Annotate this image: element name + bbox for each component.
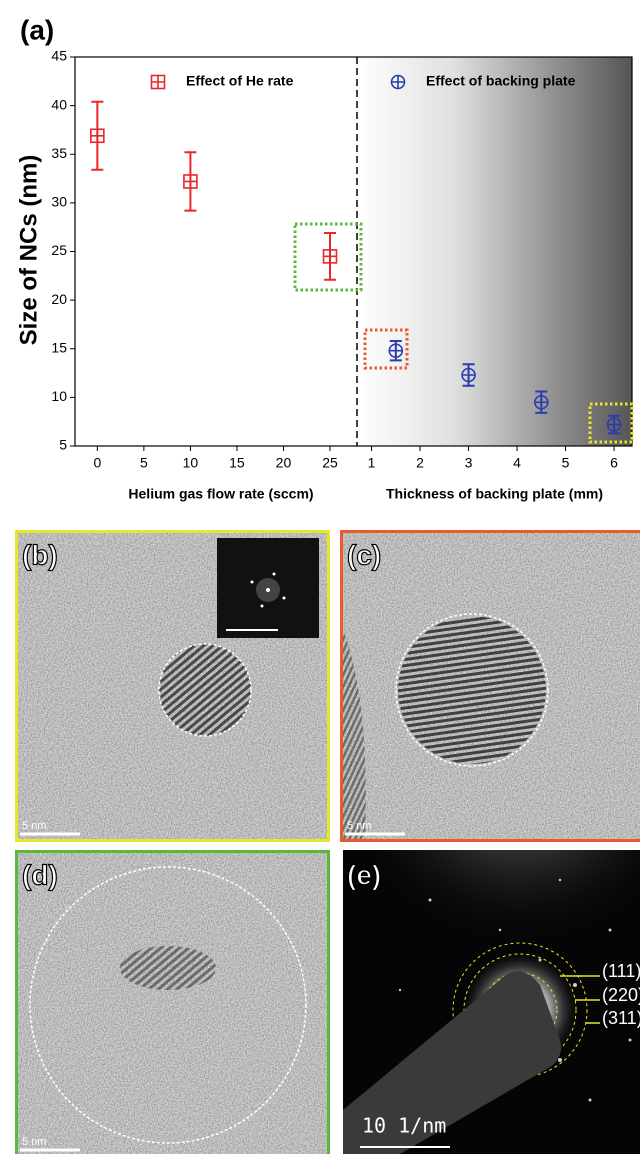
x-tick-label: 2 — [416, 455, 424, 471]
x-tick-label: 4 — [513, 455, 521, 471]
marker — [392, 76, 405, 89]
x-axis-label: Helium gas flow rate (sccm) — [128, 486, 313, 502]
x-axis-label: Thickness of backing plate (mm) — [386, 486, 603, 502]
marker — [184, 175, 197, 188]
y-tick-label: 45 — [51, 48, 67, 64]
panel-label: (e) — [347, 859, 381, 890]
scale-bar-label: 10 1/nm — [362, 1114, 446, 1138]
x-tick-label: 0 — [93, 455, 101, 471]
x-tick-label: 3 — [465, 455, 473, 471]
x-tick-label: 25 — [322, 455, 338, 471]
y-tick-label: 15 — [51, 339, 67, 355]
panel-label: (c) — [347, 539, 381, 570]
marker — [152, 76, 165, 89]
panel-label: (d) — [22, 859, 58, 890]
marker — [535, 396, 548, 409]
marker — [462, 369, 475, 382]
panel-c — [343, 533, 640, 840]
x-tick-label: 1 — [368, 455, 376, 471]
figure: 510152025303540450510152025Helium gas fl… — [0, 0, 640, 1154]
legend-label: Effect of backing plate — [426, 73, 576, 89]
marker — [91, 129, 104, 142]
marker — [608, 418, 621, 431]
y-tick-label: 35 — [51, 145, 67, 161]
x-tick-label: 15 — [229, 455, 245, 471]
shade — [357, 57, 632, 446]
panel-label: (b) — [22, 539, 58, 570]
y-tick-label: 20 — [51, 291, 67, 307]
x-tick-label: 5 — [140, 455, 148, 471]
x-tick-label: 20 — [276, 455, 292, 471]
marker — [389, 344, 402, 357]
y-tick-label: 40 — [51, 96, 67, 112]
ring-label: (311) — [602, 1008, 640, 1028]
y-tick-label: 30 — [51, 194, 67, 210]
ring-label: (111) — [602, 961, 640, 981]
panel-b — [18, 533, 327, 839]
y-axis-label: Size of NCs (nm) — [15, 155, 42, 346]
marker-cross — [152, 76, 165, 89]
legend-entry: Effect of He rate — [152, 73, 294, 89]
scale-bar-label: 5 nm — [22, 820, 46, 832]
panel-label: (a) — [20, 14, 54, 45]
x-tick-label: 10 — [183, 455, 199, 471]
marker-cross — [184, 175, 197, 188]
marker-cross — [91, 129, 104, 142]
x-tick-label: 5 — [562, 455, 570, 471]
scale-bar-label: 5 nm — [22, 1136, 46, 1148]
y-tick-label: 10 — [51, 388, 67, 404]
y-tick-label: 5 — [59, 437, 67, 453]
legend-label: Effect of He rate — [186, 73, 294, 89]
marker-cross — [324, 250, 337, 263]
ring-label: (220) — [602, 985, 640, 1005]
x-tick-label: 6 — [610, 455, 618, 471]
marker — [324, 250, 337, 263]
panel-d — [18, 853, 327, 1154]
scale-bar-label: 5 nm — [347, 820, 371, 832]
y-tick-label: 25 — [51, 242, 67, 258]
